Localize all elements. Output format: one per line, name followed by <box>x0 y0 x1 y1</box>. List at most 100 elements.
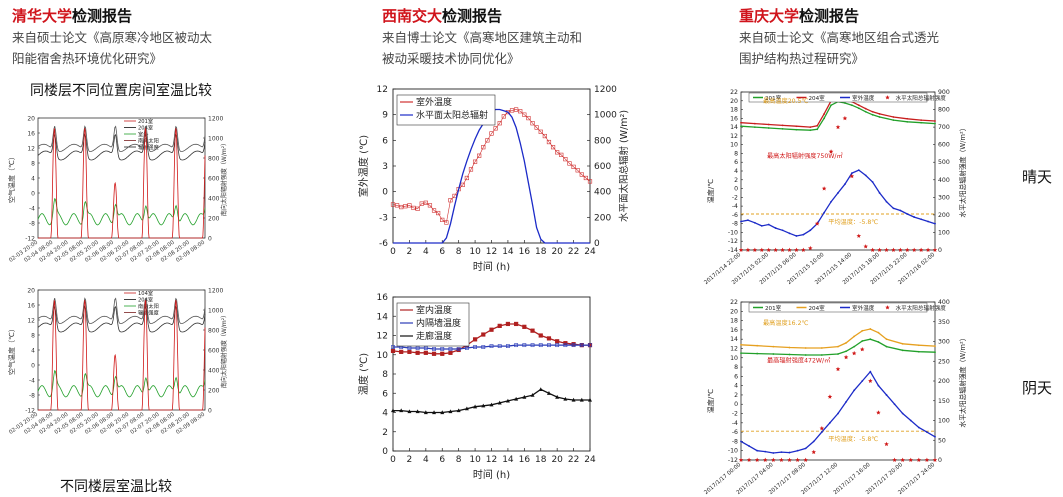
data-point <box>460 182 465 187</box>
legend-label: 辐射强度 <box>138 309 159 317</box>
data-point <box>546 391 551 395</box>
data-point <box>419 201 424 206</box>
data-point <box>514 321 519 327</box>
x-tick-label: 10 <box>469 455 481 465</box>
radiation-point <box>932 247 938 252</box>
data-point <box>473 345 477 349</box>
y2-tick-label: 0 <box>594 239 600 249</box>
radiation-point <box>911 247 917 252</box>
data-point <box>563 157 568 162</box>
data-point <box>522 324 527 329</box>
radiation-point <box>780 247 785 252</box>
x-tick-label: 22 <box>568 455 579 465</box>
data-point <box>845 401 847 403</box>
y-tick-label: 8 <box>31 161 35 168</box>
y2-tick-label: 0 <box>208 408 212 415</box>
data-point <box>906 213 909 215</box>
y-tick-label: 8 <box>734 150 738 157</box>
data-point <box>538 333 543 338</box>
series-room-b <box>37 125 206 153</box>
y2-axis-label: 水平太阳总辐射强度（W/m²） <box>958 124 967 217</box>
data-point <box>871 110 874 113</box>
legend-label: 204室 <box>809 304 826 312</box>
data-point <box>481 345 486 349</box>
data-point <box>788 451 791 454</box>
data-point <box>845 341 847 344</box>
data-point <box>934 351 936 354</box>
data-point <box>878 113 881 115</box>
data-point <box>473 404 478 409</box>
data-point <box>391 345 395 349</box>
label-sunny: 晴天 <box>1022 168 1053 186</box>
data-point <box>485 138 490 143</box>
data-point <box>780 451 783 453</box>
y-tick-label: 4 <box>31 348 35 355</box>
y2-tick-label: 400 <box>938 177 950 184</box>
data-point <box>816 128 819 131</box>
annotation-avg-temp: 平均温度：-5.8℃ <box>828 435 878 443</box>
chart-thu-same-floor: 201612840-4-8-1212001000800600400200002-… <box>7 116 228 264</box>
radiation-point <box>908 457 913 462</box>
data-point <box>885 394 888 396</box>
y-axis-label: 室外温度 (℃) <box>357 135 370 197</box>
data-point <box>399 349 404 354</box>
data-point <box>440 410 445 415</box>
data-point <box>395 203 400 208</box>
annotation-max-radiation: 最高太阳辐射强度750W/㎡ <box>767 152 844 160</box>
legend-label: 水平面太阳总辐射 <box>416 109 488 121</box>
data-point <box>864 107 867 110</box>
data-point <box>436 210 441 216</box>
radiation-point <box>918 247 924 252</box>
data-point <box>804 354 807 356</box>
x-axis-label: 时间 (h) <box>473 260 510 273</box>
radiation-point <box>868 378 873 383</box>
x-tick-label: 12 <box>486 455 497 465</box>
data-point <box>893 403 896 406</box>
data-point <box>464 346 469 350</box>
data-point <box>920 119 923 121</box>
data-point <box>748 445 750 447</box>
data-point <box>861 380 864 382</box>
x-tick-label: 24 <box>584 247 596 257</box>
y-tick-label: 4 <box>734 168 738 175</box>
legend-label: 201室 <box>765 94 782 102</box>
annotation-max-radiation: 最高辐射强度472W/㎡ <box>767 356 831 364</box>
annotation-max-temp: 最高温度20.5℃ <box>763 97 809 105</box>
y2-tick-label: 400 <box>208 368 220 375</box>
legend-box <box>748 302 928 313</box>
data-point <box>877 384 880 387</box>
y-axis-label: 温度/℃ <box>706 179 715 203</box>
x-tick-label: 6 <box>439 455 445 465</box>
data-point <box>493 126 498 131</box>
x-tick-label: 14 <box>502 247 514 257</box>
source-line-2: 围护结构热过程研究》 <box>739 51 865 66</box>
y-tick-label: -8 <box>29 221 35 228</box>
data-point <box>885 338 888 341</box>
data-point <box>804 447 807 450</box>
data-point <box>795 235 798 237</box>
data-point <box>518 109 523 114</box>
data-point <box>407 346 412 350</box>
legend-label: 室外 <box>138 130 148 138</box>
y-tick-label: -6 <box>732 212 738 219</box>
data-point <box>563 343 568 348</box>
data-point <box>468 167 474 172</box>
radiation-point <box>891 247 896 252</box>
data-point <box>534 125 539 130</box>
legend-label: 内隔墙温度 <box>416 317 461 329</box>
data-point <box>796 449 799 452</box>
data-point <box>587 179 593 184</box>
data-point <box>588 397 592 402</box>
y-tick-label: 2 <box>382 428 388 438</box>
chart-cqu-cloudy: -12 -10 -8 -6 -4 -2 0 2 4 6 8 10 12 14 16 18 20 22 0 50 100 1… <box>703 299 967 496</box>
radiation-point <box>877 247 882 252</box>
data-point <box>816 124 819 127</box>
data-point <box>772 345 775 348</box>
data-point <box>809 126 812 129</box>
data-point <box>820 347 823 349</box>
legend-label: 201室 <box>765 304 782 312</box>
data-point <box>823 113 826 115</box>
y-tick-label: 18 <box>730 318 738 325</box>
y-tick-label: 10 <box>730 142 738 149</box>
annotation-max-temp: 最高温度16.2℃ <box>763 319 809 327</box>
